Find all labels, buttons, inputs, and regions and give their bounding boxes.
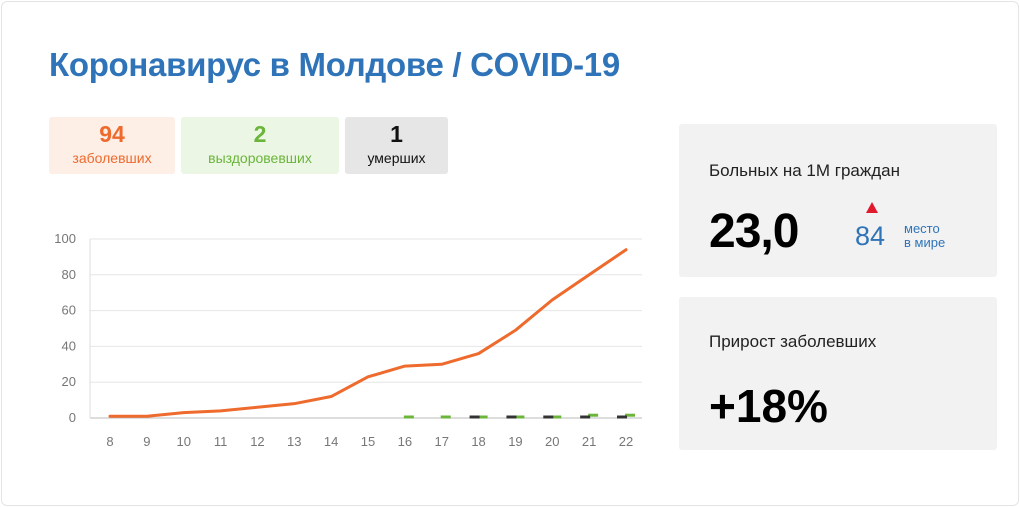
x-tick-label: 19 [508, 434, 522, 449]
x-tick-label: 22 [619, 434, 633, 449]
recovered-count: 2 [253, 121, 267, 147]
cases-count: 94 [99, 121, 125, 147]
world-rank-number: 84 [855, 221, 886, 251]
per-million-panel: Больных на 1М граждан 23,0 84 место в ми… [679, 124, 997, 277]
rank-up-arrow-icon [866, 202, 878, 213]
x-tick-label: 8 [106, 434, 113, 449]
x-tick-label: 11 [214, 434, 228, 449]
deaths-label: умерших [367, 150, 426, 166]
y-tick-label: 60 [62, 303, 76, 318]
deaths-count: 1 [390, 121, 403, 147]
x-tick-label: 12 [250, 434, 264, 449]
y-tick-label: 0 [69, 410, 76, 425]
x-tick-label: 18 [471, 434, 485, 449]
y-tick-label: 80 [62, 267, 76, 282]
x-tick-label: 10 [176, 434, 190, 449]
world-rank-label: место в мире [904, 222, 974, 250]
y-tick-label: 100 [54, 231, 76, 246]
x-tick-label: 14 [324, 434, 338, 449]
x-tick-label: 21 [582, 434, 596, 449]
x-tick-label: 15 [361, 434, 375, 449]
cases-stat: 94 заболевших [49, 117, 175, 174]
x-tick-label: 20 [545, 434, 559, 449]
cases-label: заболевших [72, 150, 152, 166]
per-million-value: 23,0 [709, 205, 799, 258]
recovered-label: выздоровевших [208, 150, 312, 166]
growth-label: Прирост заболевших [709, 332, 877, 351]
per-million-label: Больных на 1М граждан [709, 161, 900, 180]
x-tick-label: 17 [434, 434, 448, 449]
growth-value: +18% [709, 380, 828, 432]
x-tick-label: 9 [143, 434, 150, 449]
growth-panel: Прирост заболевших +18% [679, 297, 997, 450]
page-title: Коронавирус в Молдове / COVID-19 [49, 46, 620, 83]
y-tick-label: 20 [62, 374, 76, 389]
recovered-stat: 2 выздоровевших [181, 117, 339, 174]
y-tick-label: 40 [62, 338, 76, 353]
deaths-stat: 1 умерших [345, 117, 448, 174]
x-tick-label: 16 [398, 434, 412, 449]
cases-line-chart: 0 20 40 60 80 100 8 9 10 11 12 13 14 15 16 17 18 19 20 21 22 [54, 231, 642, 449]
world-rank-label-line1: место [904, 221, 940, 236]
x-tick-label: 13 [287, 434, 301, 449]
world-rank-label-line2: в мире [904, 235, 946, 250]
series-line-cases [108, 248, 628, 418]
